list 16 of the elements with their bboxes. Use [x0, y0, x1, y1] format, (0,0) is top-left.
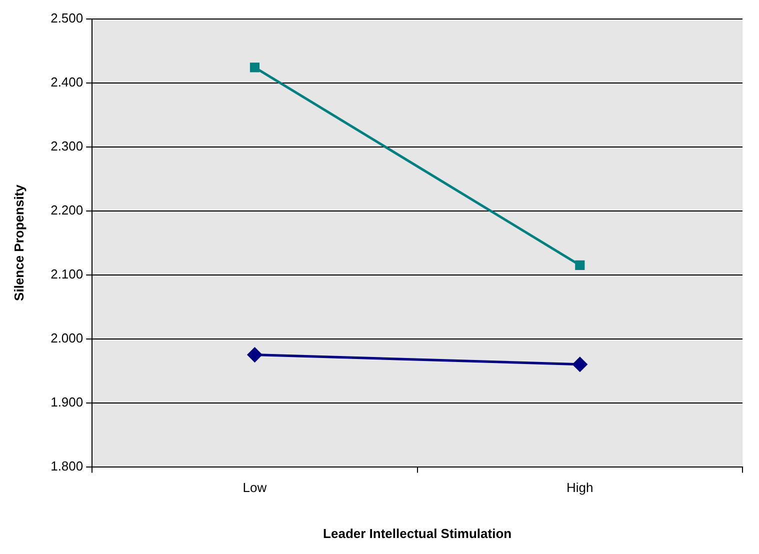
y-axis-title: Silence Propensity: [11, 184, 26, 301]
point: [575, 260, 585, 270]
y-tick-label: 2.000: [50, 330, 84, 346]
y-tick-label: 2.500: [50, 10, 84, 26]
y-tick-label: 1.900: [50, 394, 84, 410]
point: [250, 62, 260, 72]
y-tick-label: 2.100: [50, 266, 84, 282]
y-tick-label: 2.200: [50, 202, 84, 218]
x-tick-label: High: [566, 480, 594, 496]
x-axis-title: Leader Intellectual Stimulation: [323, 526, 512, 541]
y-tick-label: 1.800: [50, 458, 84, 474]
point: [572, 357, 588, 372]
point: [247, 348, 262, 362]
y-tick-label: 2.300: [50, 138, 84, 154]
y-tick-label: 2.400: [50, 74, 84, 90]
x-tick-label: Low: [242, 480, 268, 496]
